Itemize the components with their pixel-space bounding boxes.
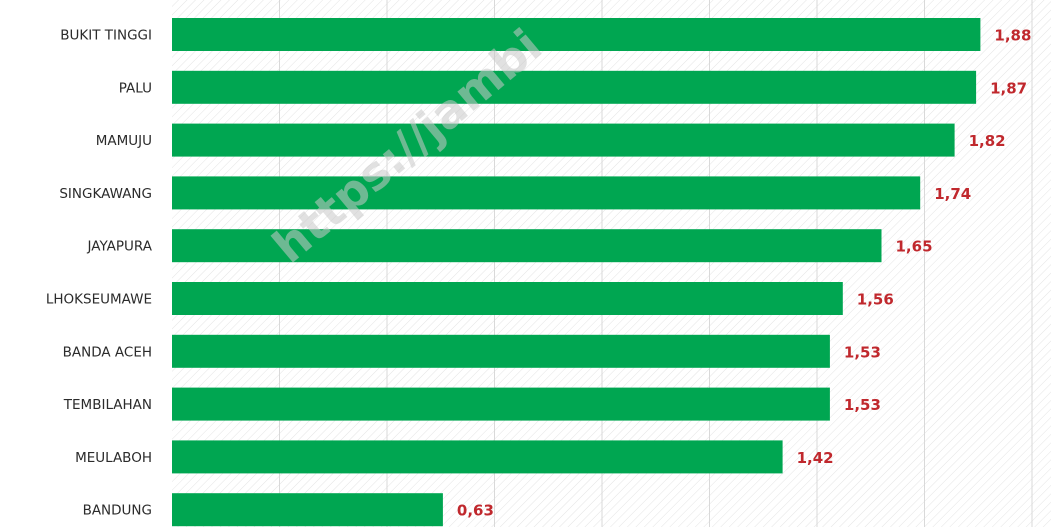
category-label: PALU bbox=[119, 80, 152, 96]
value-label: 1,42 bbox=[797, 449, 834, 467]
category-label: JAYAPURA bbox=[87, 239, 153, 255]
category-label: SINGKAWANG bbox=[59, 186, 152, 202]
value-label: 1,82 bbox=[969, 132, 1006, 150]
value-label: 0,63 bbox=[457, 502, 494, 520]
value-label: 1,88 bbox=[994, 27, 1031, 45]
bars bbox=[172, 18, 981, 527]
bar-lhokseumawe bbox=[172, 282, 843, 315]
bar-mamuju bbox=[172, 123, 955, 157]
bar-singkawang bbox=[172, 176, 921, 210]
value-label: 1,53 bbox=[844, 343, 881, 361]
value-label: 1,65 bbox=[896, 238, 933, 256]
bar-tembilahan bbox=[172, 387, 830, 421]
category-label: MEULABOH bbox=[75, 450, 152, 466]
value-label: 1,53 bbox=[844, 396, 881, 414]
category-label: LHOKSEUMAWE bbox=[46, 292, 152, 308]
bar-palu bbox=[172, 70, 977, 104]
value-label: 1,74 bbox=[934, 185, 971, 203]
value-label: 1,87 bbox=[990, 79, 1027, 97]
category-labels: BUKIT TINGGI PALU MAMUJU SINGKAWANG JAYAPURA… bbox=[46, 28, 153, 519]
bar-banda-aceh bbox=[172, 334, 830, 368]
category-label: BANDA ACEH bbox=[63, 344, 152, 360]
category-label: BUKIT TINGGI bbox=[60, 28, 152, 44]
category-label: MAMUJU bbox=[96, 133, 152, 149]
bar-bandung bbox=[172, 493, 443, 527]
value-label: 1,56 bbox=[857, 291, 894, 309]
bar-bukit-tinggi bbox=[172, 18, 981, 51]
category-label: BANDUNG bbox=[83, 503, 152, 519]
category-label: TEMBILAHAN bbox=[63, 397, 152, 413]
value-labels: 1,88 1,87 1,82 1,74 1,65 1,56 1,53 1,53 1,42 0,63 bbox=[457, 27, 1032, 520]
bar-jayapura bbox=[172, 229, 882, 263]
bar-meulaboh bbox=[172, 440, 783, 474]
